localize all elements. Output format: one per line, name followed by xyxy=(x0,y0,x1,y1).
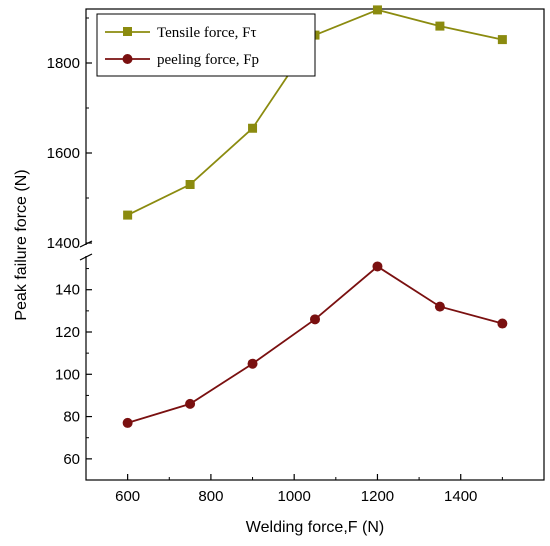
data-point-peeling xyxy=(497,318,508,329)
data-point-peeling xyxy=(185,398,196,409)
data-point-peeling xyxy=(310,314,320,325)
axis-break-mark xyxy=(79,240,93,248)
y-tick-label: 60 xyxy=(63,451,80,468)
legend-label-peeling: peeling force, Fp xyxy=(157,52,259,68)
data-point-peeling xyxy=(247,358,258,369)
y-tick-label: 140 xyxy=(55,282,80,299)
y-axis-title: Peak failure force (N) xyxy=(13,169,30,320)
data-point-tensile xyxy=(497,35,507,45)
y-tick-label: 120 xyxy=(55,324,80,341)
legend-label-tensile: Tensile force, Fτ xyxy=(157,25,257,41)
x-axis-title: Welding force,F (N) xyxy=(246,519,384,536)
data-point-peeling xyxy=(372,261,383,272)
series-line-1 xyxy=(127,265,503,424)
y-tick-label: 100 xyxy=(55,366,80,383)
legend-box xyxy=(96,13,316,77)
x-tick-label: 800 xyxy=(198,488,223,505)
y-axis-upper: 1400 1600 1800 xyxy=(47,17,92,252)
data-point-tensile xyxy=(248,123,258,133)
y-axis-lower: 60 80 100 120 140 xyxy=(55,268,92,468)
axis-break-marks xyxy=(79,240,93,261)
data-point-tensile xyxy=(185,180,195,189)
x-tick-label: 1200 xyxy=(361,488,394,505)
x-tick-label: 600 xyxy=(115,488,140,505)
x-axis: 600 800 1000 1200 1400 xyxy=(115,474,503,505)
y-tick-label: 1600 xyxy=(47,145,80,162)
data-point-peeling xyxy=(434,301,445,312)
y-tick-label: 1400 xyxy=(47,235,80,252)
axis-break-gap xyxy=(82,245,90,256)
legend-marker-tensile xyxy=(123,27,132,36)
y-tick-label: 1800 xyxy=(47,55,80,72)
y-tick-label: 80 xyxy=(63,409,80,426)
data-point-tensile xyxy=(435,21,445,31)
plot-frame xyxy=(85,8,545,481)
data-point-tensile xyxy=(372,5,382,15)
legend-marker-peeling xyxy=(122,54,133,64)
data-point-tensile xyxy=(123,210,133,220)
x-tick-label: 1000 xyxy=(277,488,310,505)
data-point-peeling xyxy=(122,417,133,428)
x-tick-label: 1400 xyxy=(444,488,477,505)
axis-break-mark xyxy=(79,253,93,261)
legend: Tensile force, Fτ peeling force, Fp xyxy=(96,13,316,77)
